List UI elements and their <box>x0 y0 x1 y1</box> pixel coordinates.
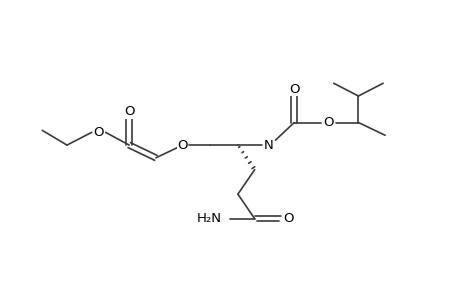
Text: O: O <box>282 212 293 225</box>
Text: O: O <box>323 116 333 129</box>
Text: O: O <box>288 82 299 96</box>
Text: N: N <box>263 139 273 152</box>
Text: O: O <box>93 126 104 139</box>
Text: O: O <box>177 139 187 152</box>
Text: H₂N: H₂N <box>196 212 222 225</box>
Text: O: O <box>124 105 134 118</box>
